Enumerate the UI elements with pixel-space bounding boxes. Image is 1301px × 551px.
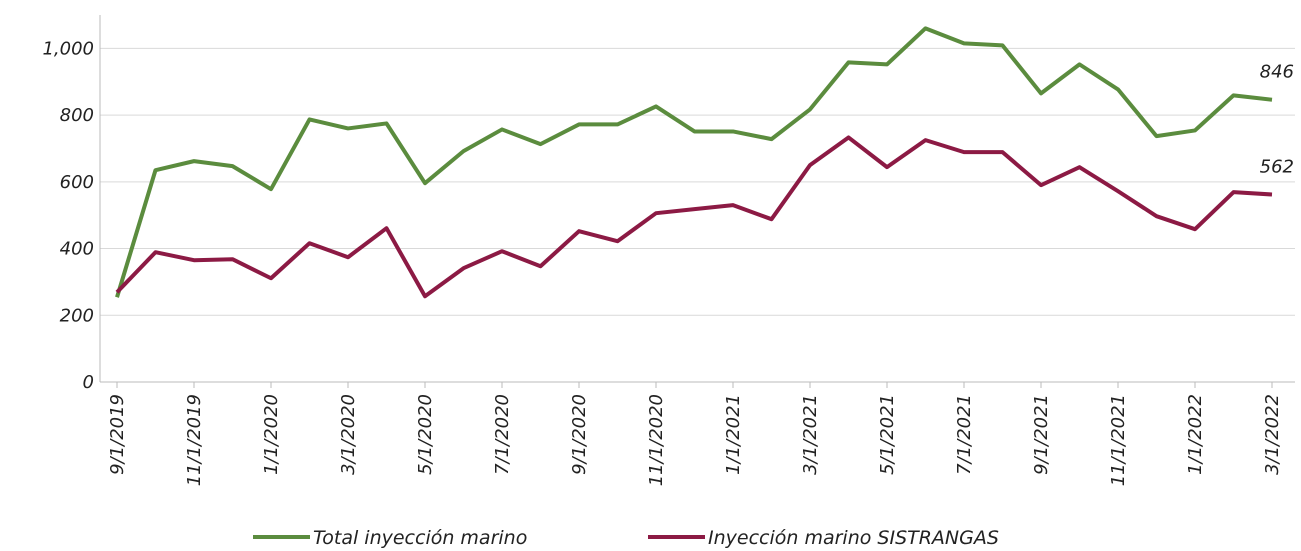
x-tick-label: 1/1/2020 (261, 394, 282, 475)
y-tick-label: 1,000 (42, 38, 94, 59)
x-tick-label: 5/1/2021 (877, 394, 898, 475)
x-tick-label: 7/1/2021 (954, 394, 975, 475)
x-tick-label: 11/1/2021 (1108, 394, 1129, 486)
data-label: 846 (1260, 62, 1294, 83)
x-tick-label: 9/1/2021 (1031, 394, 1052, 475)
x-tick-label: 11/1/2019 (184, 394, 205, 486)
chart: 0 200 400 600 800 1,000 9/1/2019 11/1/2019 1/1/2… (0, 0, 1301, 551)
x-tick-label: 1/1/2022 (1185, 394, 1206, 475)
x-tick-label: 7/1/2020 (492, 394, 513, 475)
x-tick-label: 5/1/2020 (415, 394, 436, 475)
data-label: 562 (1260, 156, 1294, 177)
x-tick-label: 11/1/2020 (646, 394, 667, 486)
series-line (117, 137, 1272, 296)
y-tick-label: 800 (60, 105, 94, 126)
x-tick-label: 9/1/2019 (107, 394, 128, 475)
y-tick-label: 400 (60, 239, 94, 260)
x-tick-label: 1/1/2021 (723, 394, 744, 475)
y-tick-label: 200 (60, 305, 94, 326)
series-line (117, 28, 1272, 297)
legend-label: Inyección marino SISTRANGAS (708, 527, 999, 549)
x-tick-label: 9/1/2020 (569, 394, 590, 475)
legend-label: Total inyección marino (313, 527, 527, 549)
x-tick-label: 3/1/2022 (1262, 394, 1283, 475)
y-tick-label: 600 (60, 172, 94, 193)
y-tick-label: 0 (83, 372, 94, 393)
x-tick-label: 3/1/2021 (800, 394, 821, 475)
x-tick-label: 3/1/2020 (338, 394, 359, 475)
